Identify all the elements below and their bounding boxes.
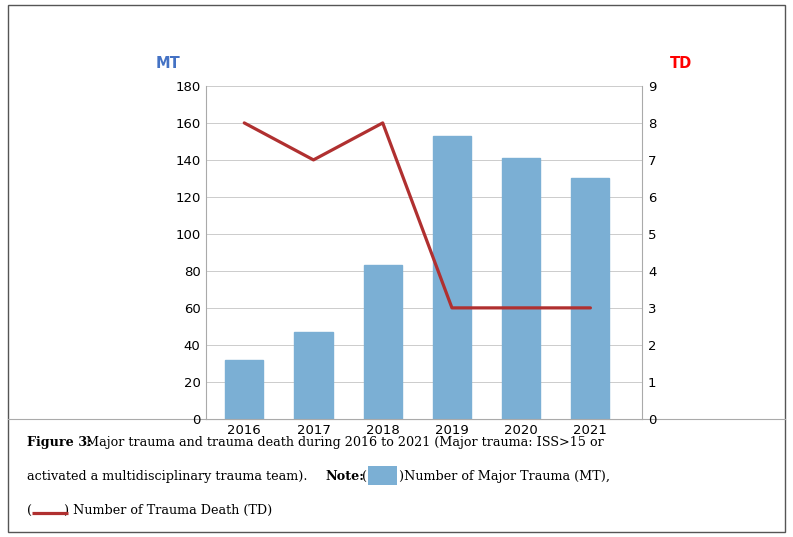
Bar [572,178,610,419]
Bar [502,158,540,419]
Text: Major trauma and trauma death during 2016 to 2021 (Major trauma: ISS>15 or: Major trauma and trauma death during 201… [86,437,603,449]
Text: MT: MT [156,56,181,71]
FancyBboxPatch shape [368,466,396,485]
Bar [294,332,332,419]
Bar [225,360,263,419]
Text: Figure 3:: Figure 3: [27,437,92,449]
Text: Note:: Note: [325,470,364,483]
Text: (        )Number of Major Trauma (MT),: ( )Number of Major Trauma (MT), [358,470,610,483]
FancyBboxPatch shape [8,5,785,532]
Bar [364,265,402,419]
Text: TD: TD [670,56,692,71]
Bar [433,136,471,419]
Text: (        ) Number of Trauma Death (TD): ( ) Number of Trauma Death (TD) [27,504,273,517]
Text: activated a multidisciplinary trauma team).: activated a multidisciplinary trauma tea… [27,470,308,483]
